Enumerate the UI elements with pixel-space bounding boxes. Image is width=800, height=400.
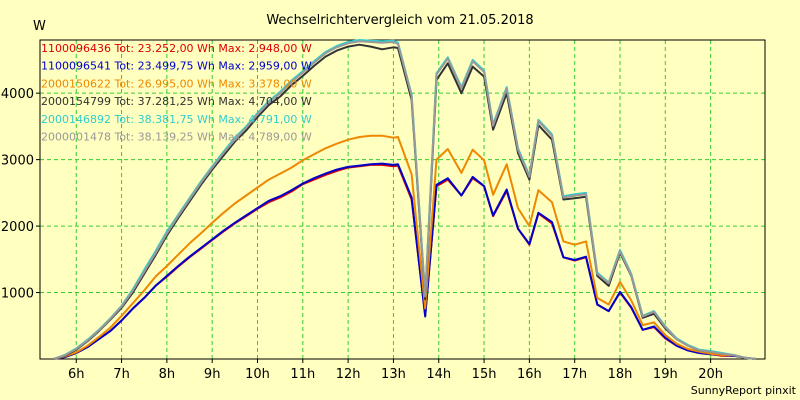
x-tick-label-11: 17h — [562, 367, 587, 382]
x-tick-label-7: 13h — [381, 367, 406, 382]
x-tick-label-5: 11h — [290, 367, 315, 382]
series-line-1 — [53, 162, 757, 360]
series-line-2 — [53, 134, 757, 360]
y-tick-label-2: 3000 — [1, 154, 34, 169]
grid-layer — [40, 40, 765, 359]
series-line-5 — [53, 40, 757, 360]
y-axis-label: W — [33, 19, 46, 34]
legend-entry-5: 2000001478 Tot: 38.139,25 Wh Max: 4.789,… — [41, 131, 312, 144]
chart-title: Wechselrichtervergleich vom 21.05.2018 — [266, 13, 533, 28]
legend-entry-2: 2000150622 Tot: 26.995,00 Wh Max: 3.378,… — [41, 77, 312, 90]
legend-entry-4: 2000146892 Tot: 38.381,75 Wh Max: 4.791,… — [41, 113, 312, 126]
y-tick-label-0: 1000 — [1, 287, 34, 302]
legend-entry-1: 1100096541 Tot: 23.499,75 Wh Max: 2.959,… — [41, 60, 312, 73]
chart-footer: SunnyReport pinxit — [691, 384, 797, 397]
x-tick-label-0: 6h — [68, 367, 85, 382]
x-tick-label-13: 19h — [653, 367, 678, 382]
plot-frame — [39, 39, 766, 360]
x-tick-label-10: 16h — [517, 367, 542, 382]
axis-layer: 6h 7h 8h 9h 10h 11h 12h 13h 14h 15h 16h 17h 18h 19h 20… — [1, 39, 766, 382]
legend-entry-3: 2000154799 Tot: 37.281,25 Wh Max: 4.704,… — [41, 95, 312, 108]
x-tick-label-8: 14h — [426, 367, 451, 382]
legend-entry-0: 1100096436 Tot: 23.252,00 Wh Max: 2.948,… — [41, 42, 312, 55]
x-tick-label-14: 20h — [698, 367, 723, 382]
x-tick-label-6: 12h — [336, 367, 361, 382]
x-tick-label-2: 8h — [159, 367, 176, 382]
legend: 1100096436 Tot: 23.252,00 Wh Max: 2.948,… — [41, 42, 312, 144]
x-tick-label-9: 15h — [472, 367, 497, 382]
y-tick-label-1: 2000 — [1, 220, 34, 235]
x-tick-label-1: 7h — [113, 367, 130, 382]
x-tick-label-3: 9h — [204, 367, 221, 382]
series-layer — [53, 39, 757, 360]
x-tick-label-12: 18h — [608, 367, 633, 382]
x-tick-label-4: 10h — [245, 367, 270, 382]
y-tick-label-3: 4000 — [1, 87, 34, 102]
